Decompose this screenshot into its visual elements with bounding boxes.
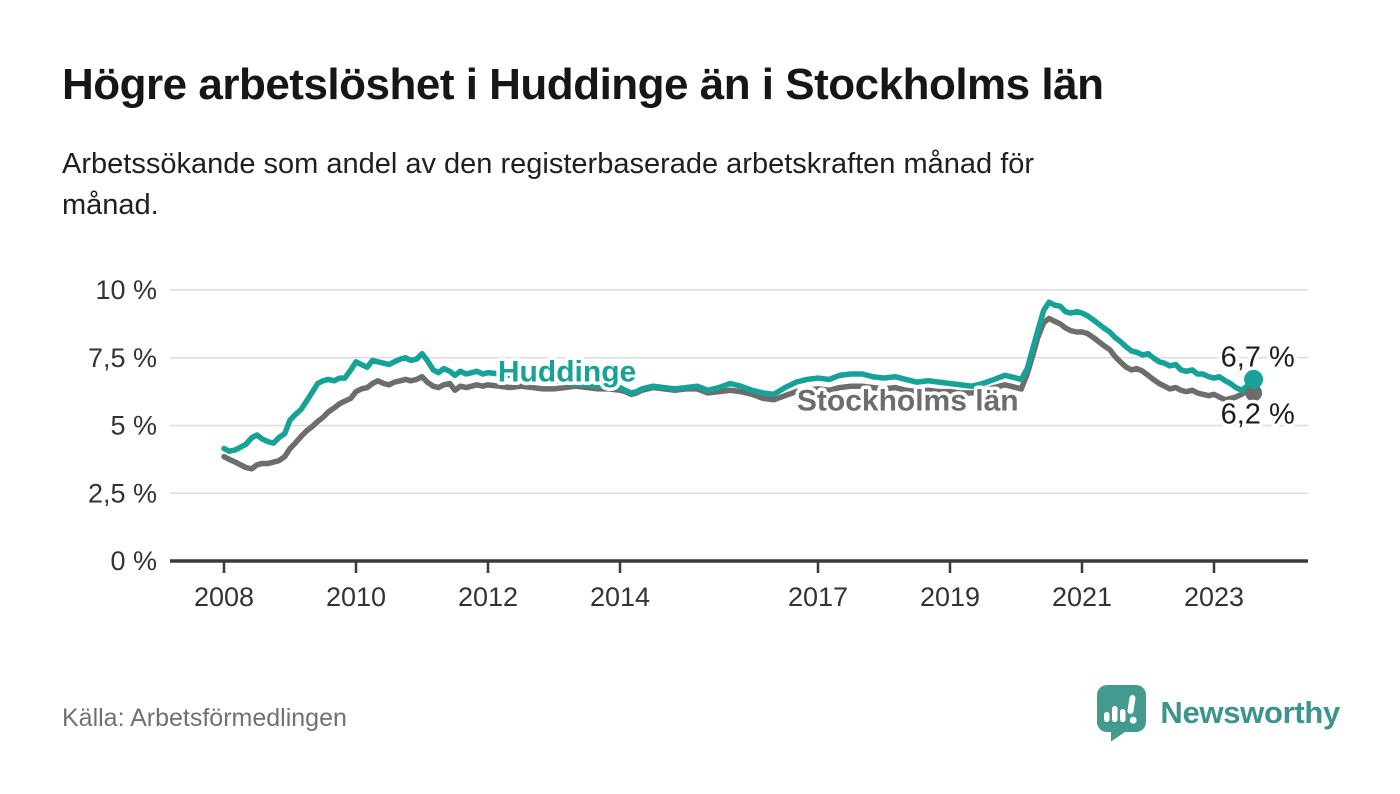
- newsworthy-logo-text: Newsworthy: [1160, 695, 1340, 730]
- y-tick-label: 2,5 %: [88, 478, 157, 508]
- x-tick-label: 2014: [590, 582, 650, 612]
- annotation-stockholms-l-n: Stockholms län: [797, 384, 1019, 417]
- subtitle-line-2: månad.: [62, 189, 159, 222]
- x-tick-label: 2008: [194, 582, 254, 612]
- x-tick-label: 2012: [458, 582, 518, 612]
- annotation-huddinge: Huddinge: [498, 356, 636, 389]
- annotation-6-2: 6,2 %: [1221, 398, 1295, 430]
- newsworthy-logo-icon: [1097, 685, 1147, 742]
- chart-subtitle: Arbetssökande som andel av den registerb…: [62, 144, 1282, 226]
- subtitle-line-1: Arbetssökande som andel av den registerb…: [62, 148, 1035, 180]
- huddinge-end-dot: [1244, 369, 1264, 389]
- y-tick-label: 5 %: [110, 411, 157, 441]
- stockholms-l-n-end-dot: [1245, 384, 1263, 402]
- stockholms-l-n-line: [221, 315, 1257, 472]
- x-tick-label: 2021: [1052, 582, 1112, 612]
- huddinge-line: [221, 299, 1257, 454]
- x-tick-label: 2017: [788, 582, 848, 612]
- y-tick-label: 10 %: [95, 275, 157, 305]
- x-tick-label: 2023: [1184, 582, 1244, 612]
- page-title: Högre arbetslöshet i Huddinge än i Stock…: [62, 60, 1104, 109]
- y-tick-label: 0 %: [110, 546, 157, 576]
- x-tick-label: 2010: [326, 582, 386, 612]
- newsworthy-logo: Newsworthy: [1095, 684, 1340, 742]
- annotation-6-7: 6,7 %: [1221, 341, 1295, 373]
- x-tick-label: 2019: [920, 582, 980, 612]
- source-label: Källa: Arbetsförmedlingen: [62, 704, 347, 732]
- y-tick-label: 7,5 %: [88, 343, 157, 373]
